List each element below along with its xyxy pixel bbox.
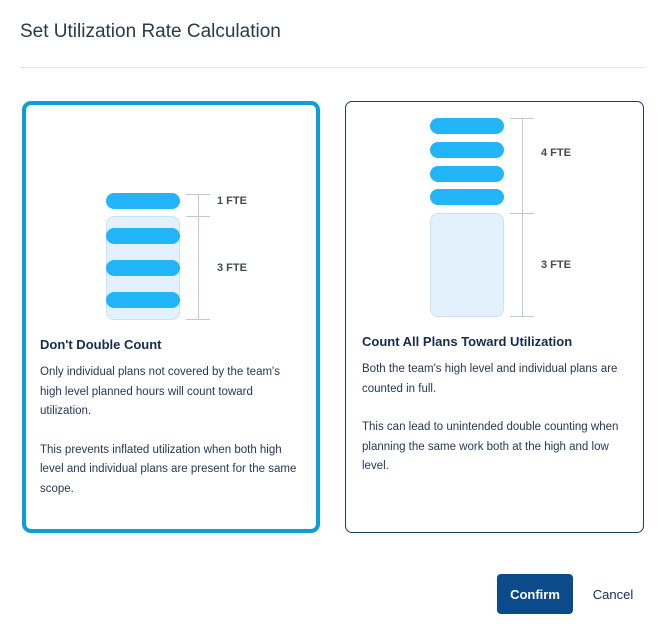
dialog-title: Set Utilization Rate Calculation: [20, 21, 281, 42]
individual-plan-bar: [106, 292, 180, 308]
fte-label: 1 FTE: [217, 195, 247, 207]
team-plan-bar: [430, 166, 504, 182]
confirm-button[interactable]: Confirm: [497, 574, 573, 614]
individual-plan-bar: [106, 260, 180, 276]
team-plan-bar: [106, 193, 180, 209]
fte-label: 3 FTE: [541, 259, 571, 271]
individual-plan-bar: [106, 228, 180, 244]
bracket-tick: [186, 194, 210, 195]
team-plan-bar: [430, 142, 504, 158]
bracket-tick: [510, 118, 534, 119]
team-plan-bar: [430, 189, 504, 205]
option-title: Don't Double Count: [40, 337, 162, 352]
team-plan-bar: [430, 118, 504, 134]
bracket-tick: [510, 316, 534, 317]
fte-label: 4 FTE: [541, 147, 571, 159]
fte-label: 3 FTE: [217, 262, 247, 274]
option-description: This can lead to unintended double count…: [362, 421, 619, 472]
bracket-line: [198, 194, 199, 319]
bracket-line: [522, 118, 523, 316]
option-description: This prevents inflated utilization when …: [40, 443, 297, 495]
option-description: Only individual plans not covered by the…: [40, 366, 280, 417]
bracket-tick: [186, 216, 210, 217]
divider: [20, 67, 646, 68]
cancel-button[interactable]: Cancel: [584, 574, 642, 614]
option-title: Count All Plans Toward Utilization: [362, 334, 573, 349]
bracket-tick: [186, 319, 210, 320]
option-description: Both the team's high level and individua…: [362, 363, 618, 395]
bracket-tick: [510, 213, 534, 214]
individual-plans-box: [430, 213, 504, 317]
